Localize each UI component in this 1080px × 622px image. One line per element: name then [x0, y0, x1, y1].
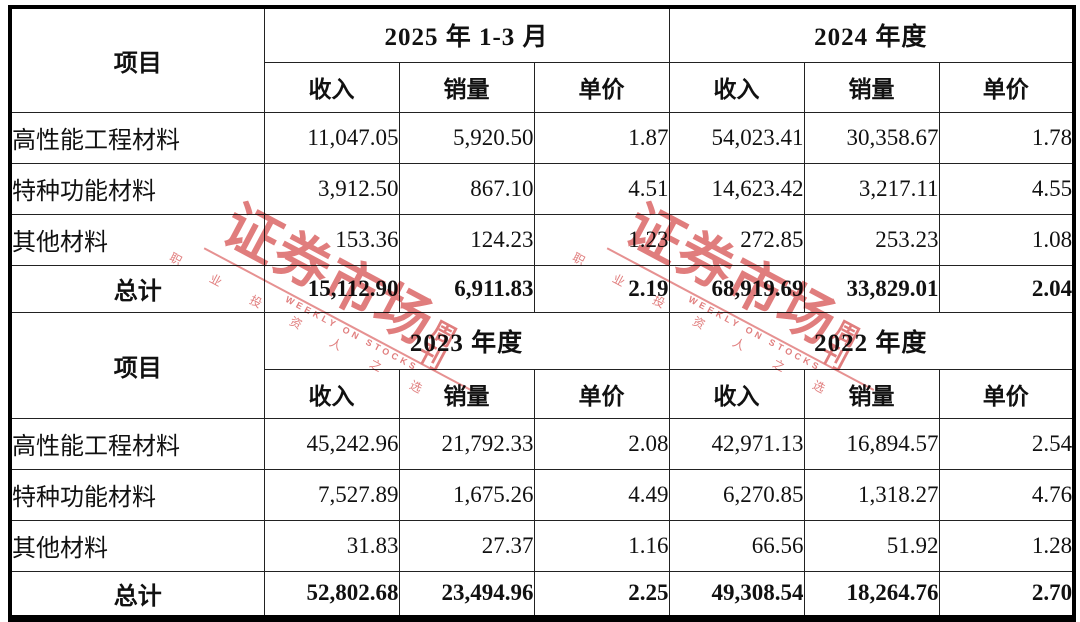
cell-value: 49,308.54 — [668, 570, 805, 619]
cell-value: 153.36 — [263, 213, 400, 266]
cell-value: 18,264.76 — [803, 570, 940, 619]
cell-value: 867.10 — [398, 162, 535, 215]
cell-value: 11,047.05 — [263, 111, 400, 164]
row-label: 高性能工程材料 — [9, 111, 265, 164]
cell-value: 3,217.11 — [803, 162, 940, 215]
cell-value: 4.76 — [938, 468, 1075, 521]
table-row: 高性能工程材料 45,242.96 21,792.33 2.08 42,971.… — [9, 417, 1075, 470]
period-header-2022: 2022 年度 — [668, 311, 1075, 370]
row-label: 其他材料 — [9, 213, 265, 266]
row-label: 其他材料 — [9, 519, 265, 572]
cell-value: 2.04 — [938, 264, 1075, 313]
col-header-revenue: 收入 — [263, 61, 400, 113]
col-header-item: 项目 — [9, 6, 265, 113]
col-header-item: 项目 — [9, 311, 265, 419]
table-row: 收入 销量 单价 收入 销量 单价 — [10, 368, 1075, 419]
period-header-2023: 2023 年度 — [263, 311, 670, 370]
cell-value: 1.08 — [938, 213, 1075, 266]
cell-value: 253.23 — [803, 213, 940, 266]
col-header-volume: 销量 — [398, 61, 535, 113]
table-row: 特种功能材料 3,912.50 867.10 4.51 14,623.42 3,… — [9, 162, 1075, 215]
revenue-volume-price-table: 项目 2025 年 1-3 月 2024 年度 收入 销量 单价 收入 销量 单… — [8, 5, 1077, 622]
cell-value: 31.83 — [263, 519, 400, 572]
table-row: 特种功能材料 7,527.89 1,675.26 4.49 6,270.85 1… — [9, 468, 1075, 521]
col-header-revenue: 收入 — [668, 368, 805, 419]
cell-value: 6,270.85 — [668, 468, 805, 521]
cell-value: 3,912.50 — [263, 162, 400, 215]
cell-value: 124.23 — [398, 213, 535, 266]
cell-value: 272.85 — [668, 213, 805, 266]
cell-value: 6,911.83 — [398, 264, 535, 313]
cell-value: 30,358.67 — [803, 111, 940, 164]
col-header-volume: 销量 — [803, 368, 940, 419]
cell-value: 4.55 — [938, 162, 1075, 215]
cell-value: 68,919.69 — [668, 264, 805, 313]
cell-value: 42,971.13 — [668, 417, 805, 470]
row-label: 特种功能材料 — [9, 468, 265, 521]
cell-value: 1,675.26 — [398, 468, 535, 521]
cell-value: 2.70 — [938, 570, 1075, 619]
col-header-unit-price: 单价 — [533, 368, 670, 419]
row-label-total: 总计 — [9, 570, 265, 619]
table-row: 其他材料 153.36 124.23 1.23 272.85 253.23 1.… — [9, 213, 1075, 266]
cell-value: 27.37 — [398, 519, 535, 572]
cell-value: 51.92 — [803, 519, 940, 572]
cell-value: 14,623.42 — [668, 162, 805, 215]
table-row: 项目 2023 年度 2022 年度 — [9, 311, 1075, 419]
cell-value: 4.49 — [533, 468, 670, 521]
row-label: 高性能工程材料 — [9, 417, 265, 470]
cell-value: 21,792.33 — [398, 417, 535, 470]
cell-value: 1.23 — [533, 213, 670, 266]
table-row: 项目 2025 年 1-3 月 2024 年度 — [9, 6, 1075, 113]
cell-value: 1.16 — [533, 519, 670, 572]
cell-value: 1.28 — [938, 519, 1075, 572]
col-header-volume: 销量 — [803, 61, 940, 113]
cell-value: 1,318.27 — [803, 468, 940, 521]
cell-value: 23,494.96 — [398, 570, 535, 619]
cell-value: 4.51 — [533, 162, 670, 215]
table-row-total: 总计 15,112.90 6,911.83 2.19 68,919.69 33,… — [9, 264, 1075, 313]
cell-value: 15,112.90 — [263, 264, 400, 313]
cell-value: 54,023.41 — [668, 111, 805, 164]
col-header-unit-price: 单价 — [533, 61, 670, 113]
period-header-2025q1: 2025 年 1-3 月 — [263, 6, 670, 63]
cell-value: 16,894.57 — [803, 417, 940, 470]
cell-value: 2.19 — [533, 264, 670, 313]
col-header-volume: 销量 — [398, 368, 535, 419]
cell-value: 45,242.96 — [263, 417, 400, 470]
cell-value: 66.56 — [668, 519, 805, 572]
period-header-2024: 2024 年度 — [668, 6, 1075, 63]
cell-value: 2.08 — [533, 417, 670, 470]
cell-value: 2.54 — [938, 417, 1075, 470]
cell-value: 52,802.68 — [263, 570, 400, 619]
col-header-revenue: 收入 — [668, 61, 805, 113]
cell-value: 1.87 — [533, 111, 670, 164]
col-header-revenue: 收入 — [263, 368, 400, 419]
cell-value: 5,920.50 — [398, 111, 535, 164]
row-label-total: 总计 — [9, 264, 265, 313]
table-row: 其他材料 31.83 27.37 1.16 66.56 51.92 1.28 — [9, 519, 1075, 572]
row-label: 特种功能材料 — [9, 162, 265, 215]
cell-value: 33,829.01 — [803, 264, 940, 313]
col-header-unit-price: 单价 — [938, 61, 1075, 113]
cell-value: 7,527.89 — [263, 468, 400, 521]
cell-value: 1.78 — [938, 111, 1075, 164]
cell-value: 2.25 — [533, 570, 670, 619]
col-header-unit-price: 单价 — [938, 368, 1075, 419]
table-row: 高性能工程材料 11,047.05 5,920.50 1.87 54,023.4… — [9, 111, 1075, 164]
table-row-total: 总计 52,802.68 23,494.96 2.25 49,308.54 18… — [9, 570, 1075, 619]
